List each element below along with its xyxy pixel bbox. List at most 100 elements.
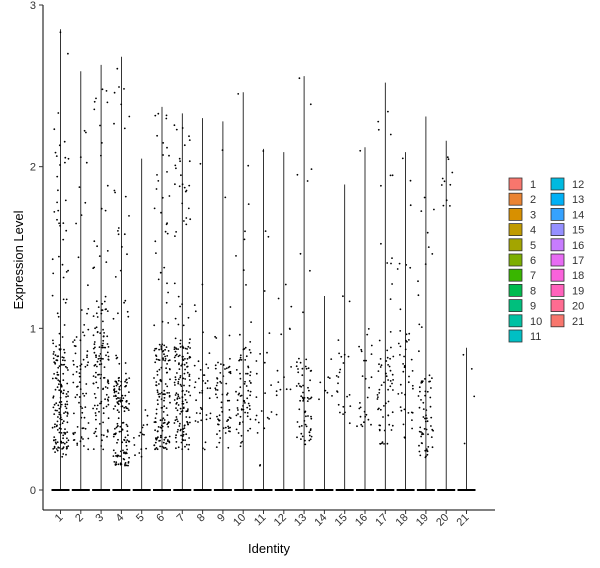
data-point (103, 300, 106, 303)
data-point (112, 435, 115, 438)
data-point (209, 387, 212, 390)
data-point (216, 389, 219, 391)
data-point (146, 414, 149, 417)
data-point (319, 381, 322, 384)
violin-points-12 (275, 283, 293, 416)
data-point (304, 423, 307, 426)
data-point (309, 438, 312, 441)
data-point (119, 269, 122, 272)
data-point (247, 203, 250, 206)
data-point (58, 389, 61, 392)
data-point (173, 124, 176, 127)
data-point (85, 392, 88, 395)
data-point (363, 359, 365, 362)
data-point (96, 360, 99, 363)
data-point (226, 399, 229, 402)
data-point (391, 382, 393, 385)
data-point (178, 157, 181, 160)
data-point (217, 418, 219, 420)
data-point (188, 342, 191, 344)
legend-label-1: 1 (530, 179, 536, 191)
data-point (424, 456, 427, 459)
data-point (125, 384, 127, 387)
data-point (66, 412, 69, 415)
data-point (262, 150, 265, 152)
data-point (387, 110, 389, 113)
data-point (155, 384, 158, 387)
data-point (205, 414, 208, 416)
data-point (219, 437, 222, 439)
data-point (193, 386, 196, 389)
data-point (154, 240, 157, 243)
data-point (164, 358, 167, 360)
data-point (67, 390, 69, 393)
legend-swatch-15 (550, 223, 565, 237)
data-point (241, 440, 244, 443)
data-point (301, 435, 304, 438)
data-point (209, 412, 212, 415)
data-point (183, 384, 185, 387)
legend-swatch-20 (550, 299, 565, 313)
data-point (117, 227, 120, 229)
data-point (59, 348, 62, 350)
data-point (115, 382, 118, 384)
data-point (62, 372, 65, 375)
data-point (54, 151, 57, 154)
data-point (174, 183, 176, 186)
data-point (407, 381, 410, 384)
data-point (310, 435, 313, 438)
data-point (78, 381, 81, 383)
data-point (401, 157, 404, 160)
data-point (156, 430, 159, 433)
data-point (306, 396, 309, 399)
data-point (422, 401, 425, 404)
data-point (117, 397, 119, 399)
data-point (181, 402, 184, 405)
data-point (124, 195, 127, 198)
data-point (378, 388, 381, 391)
data-point (216, 396, 219, 399)
data-point (182, 377, 185, 380)
data-point (159, 392, 161, 395)
data-point (221, 410, 224, 413)
data-point (229, 306, 232, 308)
y-tick-label: 0 (30, 485, 36, 497)
data-point (62, 441, 65, 444)
data-point (243, 238, 246, 241)
data-point (60, 440, 63, 443)
data-point (403, 436, 406, 439)
data-point (56, 218, 58, 221)
data-point (57, 315, 60, 318)
data-point (119, 462, 122, 465)
data-point (74, 352, 77, 355)
data-point (103, 346, 105, 349)
data-point (153, 324, 156, 327)
data-point (95, 418, 97, 421)
data-point (66, 415, 69, 417)
data-point (237, 393, 240, 396)
data-point (298, 408, 301, 411)
data-point (302, 400, 304, 402)
data-point (244, 230, 246, 233)
data-point (97, 306, 100, 308)
data-point (62, 434, 65, 437)
violin-points-20 (440, 156, 454, 207)
data-point (386, 442, 389, 445)
violin-points-21 (462, 353, 476, 445)
data-point (160, 398, 163, 400)
data-point (174, 354, 177, 357)
data-point (105, 261, 108, 263)
data-point (361, 375, 364, 377)
data-point (181, 183, 184, 186)
data-point (188, 373, 191, 376)
legend-swatch-17 (550, 253, 565, 267)
data-point (62, 437, 64, 440)
data-point (391, 411, 394, 414)
data-point (342, 295, 344, 298)
data-point (58, 383, 60, 386)
data-point (220, 382, 223, 384)
data-point (64, 405, 67, 408)
data-point (431, 428, 434, 431)
data-point (425, 414, 427, 417)
data-point (112, 408, 115, 410)
